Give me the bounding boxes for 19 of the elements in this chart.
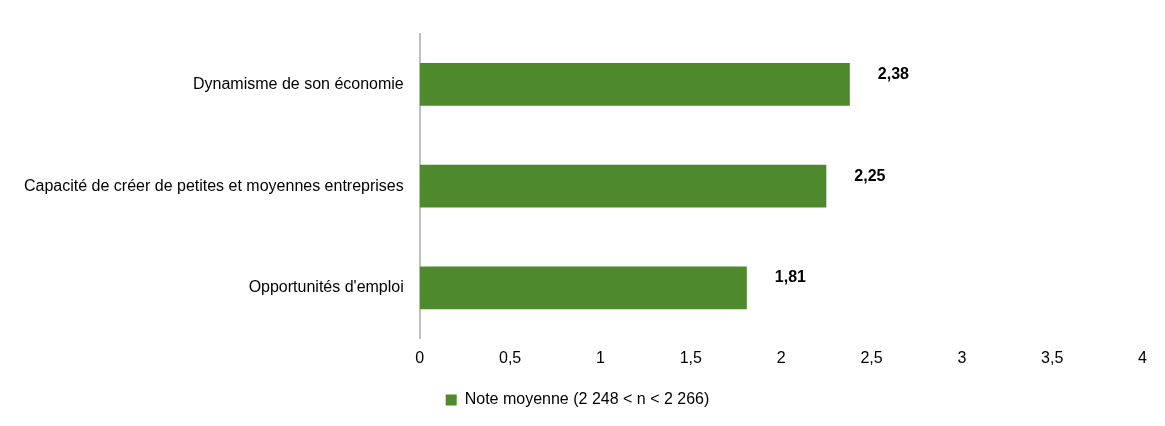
x-tick-label: 0,5	[498, 348, 522, 366]
x-tick-label: 2,5	[860, 348, 883, 366]
y-tick-label: Capacité de créer de petites et moyennes entreprises	[24, 176, 404, 194]
x-tick-label: 1	[596, 348, 606, 366]
data-label: 2,25	[854, 166, 886, 184]
y-tick-label: Opportunités d'emploi	[248, 278, 404, 296]
bar	[419, 63, 850, 106]
data-label: 2,38	[877, 64, 910, 82]
bar	[419, 164, 827, 208]
data-label: 1,81	[774, 268, 807, 286]
bar	[419, 266, 747, 310]
x-tick-label: 3,5	[1041, 348, 1064, 366]
x-tick-label: 1,5	[679, 348, 703, 366]
x-tick-label: 4	[1138, 348, 1148, 366]
x-tick-label: 3	[957, 348, 967, 366]
y-tick-label: Dynamisme de son économie	[193, 74, 404, 92]
x-tick-label: 2	[776, 348, 786, 366]
x-tick-label: 0	[415, 348, 425, 366]
legend-label: Note moyenne (2 248 < n < 2 266)	[464, 390, 710, 408]
